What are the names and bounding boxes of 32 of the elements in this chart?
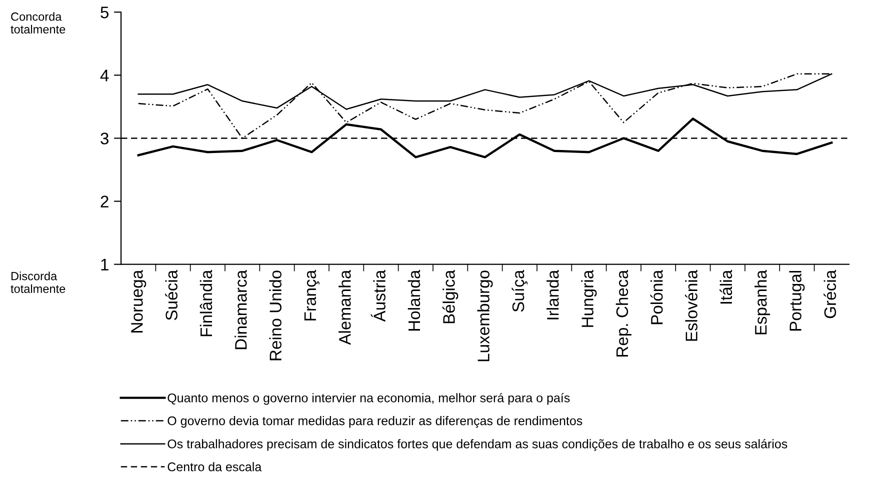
y-tick-label: 3 [100, 132, 108, 144]
x-tick-label: Irlanda [546, 270, 559, 320]
x-tick-label: Grécia [824, 270, 836, 318]
x-tick-label: Hungria [581, 270, 597, 327]
legend-label: Os trabalhadores precisam de sindicatos fortes que defendam as suas condições de trabalho e os seus salários [168, 438, 788, 451]
x-tick-label: Espanha [754, 270, 770, 334]
x-tick-label: Bélgica [442, 270, 458, 324]
y-tick-label: 5 [100, 6, 109, 18]
x-tick-label: Portugal [789, 270, 805, 331]
y-tick-label: 1 [101, 258, 108, 270]
x-tick-label: Noruega [131, 270, 146, 332]
x-tick-label: Eslovénia [684, 270, 698, 341]
x-tick-label: Áustria [370, 270, 386, 322]
y-tick-label: 4 [100, 70, 109, 82]
x-tick-label: Dinamarca [234, 270, 247, 350]
x-tick-label: França [304, 270, 320, 320]
text: Discorda totalmente [10, 272, 66, 293]
legend-label: Quanto menos o governo intervier na economia, melhor será para o país [168, 392, 570, 405]
x-tick-label: Finlândia [200, 270, 212, 336]
x-tick-label: Suécia [165, 270, 178, 320]
x-tick-label: Suíça [512, 270, 528, 312]
legend-label: O governo devia tomar medidas para reduzir as diferenças de rendimentos [168, 416, 582, 428]
x-tick-label: Rep. Checa [616, 270, 632, 357]
text: Concorda totalmente [10, 12, 66, 34]
x-tick-label: Holanda [408, 270, 420, 331]
x-tick-label: Reino Unido [269, 270, 282, 360]
x-tick-label: Itália [720, 270, 732, 304]
x-tick-label: Alemanha [338, 270, 351, 345]
x-tick-label: Polónia [650, 270, 663, 324]
y-tick-label: 2 [100, 196, 108, 208]
x-tick-label: Luxemburgo [477, 270, 493, 362]
legend-label: Centro da escala [168, 462, 262, 472]
